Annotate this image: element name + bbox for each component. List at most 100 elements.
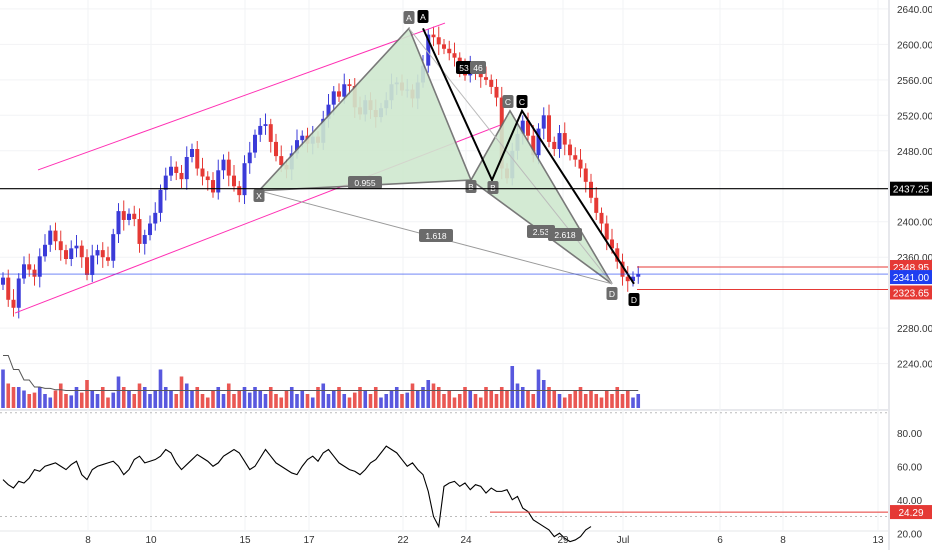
time-tick-label: Jul: [617, 535, 630, 546]
channel-upper-line: [37, 22, 446, 171]
time-axis[interactable]: 8 10 15 17 22 24 29 Jul 6 8 13: [85, 535, 884, 546]
volume-bar: [568, 394, 572, 408]
candle-body: [137, 219, 142, 244]
volume-bar: [347, 397, 352, 408]
volume-bar: [184, 383, 189, 408]
candle-body: [625, 276, 630, 282]
candle-body: [100, 250, 105, 258]
price-label-current-bg: [890, 270, 932, 285]
volume-bar: [53, 390, 58, 408]
price-axis[interactable]: 2640.00 2600.00 2560.00 2520.00 2480.00 2400.…: [888, 0, 932, 550]
candle-body: [484, 77, 488, 80]
pattern-label-b2: B: [490, 183, 496, 193]
volume-bar: [95, 394, 100, 408]
volume-bar: [610, 394, 614, 408]
candle-body: [95, 250, 100, 256]
volume-bar: [505, 390, 509, 408]
volume-bar: [552, 390, 557, 408]
volume-bar: [604, 390, 609, 408]
volume-bar: [85, 380, 89, 408]
candle-body: [148, 223, 152, 236]
volume-bar: [137, 383, 142, 408]
volume-bar: [111, 392, 116, 408]
candle-body: [610, 239, 614, 249]
price-tick-label: 2640.00: [897, 5, 932, 16]
volume-ma-line: [3, 355, 639, 391]
candle-body: [583, 168, 588, 182]
volume-bar: [342, 394, 347, 408]
pattern-label-c: C: [505, 97, 511, 107]
price-tick-label: 2600.00: [897, 40, 932, 51]
volume-bar: [121, 387, 126, 408]
volume-bar: [368, 394, 373, 408]
projection-label-c-bg: [516, 95, 528, 108]
candle-body: [300, 135, 305, 141]
volume-bar: [436, 387, 441, 408]
candle-body: [636, 274, 641, 277]
volume-bar: [426, 380, 431, 408]
volume-bar: [195, 387, 200, 408]
rsi-tick-label: 80.00: [897, 429, 922, 440]
volume-bar: [452, 397, 457, 408]
volume-bar: [205, 397, 210, 408]
projection-label-a-bg: [417, 10, 429, 23]
candle-body: [200, 168, 205, 177]
volume-bar: [557, 394, 562, 408]
volume-bar: [295, 394, 299, 408]
rsi-value-label: 24.29: [898, 508, 923, 519]
candle-body: [631, 276, 635, 282]
candle-body: [237, 186, 242, 196]
volume-bar: [16, 387, 21, 408]
volume-bar: [578, 387, 583, 408]
time-tick-label: 13: [872, 535, 884, 546]
volume-bar: [211, 390, 215, 408]
volume-bar: [463, 387, 467, 408]
candle-body: [541, 115, 546, 129]
candle-body: [347, 84, 352, 87]
candle-body: [452, 53, 457, 58]
candle-body: [274, 141, 278, 157]
candle-body: [526, 120, 530, 136]
volume-bar: [326, 394, 331, 408]
time-tick-label: 22: [397, 535, 409, 546]
volume-bar: [384, 394, 389, 408]
candle-body: [431, 34, 436, 38]
volume-bar: [394, 387, 399, 408]
pattern-label-b: B: [468, 182, 474, 192]
volume-bar: [190, 390, 194, 408]
volume-bar: [573, 390, 578, 408]
volume-bar: [468, 390, 473, 408]
volume-bar: [562, 397, 567, 408]
volume-bar: [494, 394, 499, 408]
volume-bar: [158, 369, 163, 408]
box-label-53: 53: [459, 63, 469, 73]
candle-body: [247, 152, 252, 164]
candle-body: [163, 175, 168, 190]
candle-body: [242, 163, 247, 196]
time-tick-label: 29: [557, 535, 569, 546]
volume-bar: [127, 390, 131, 408]
candle-body: [589, 181, 593, 198]
candle-body: [557, 133, 562, 150]
volume-bar: [253, 387, 257, 408]
candle-body: [426, 34, 431, 66]
candle-body: [295, 140, 299, 154]
candle-body: [153, 212, 158, 224]
ratio-label-0955-bg: [348, 176, 382, 189]
candle-body: [578, 159, 583, 169]
volume-bar: [363, 390, 368, 408]
candle-body: [53, 230, 58, 242]
volume-bar: [242, 387, 247, 408]
price-tick-label: 2400.00: [897, 218, 932, 229]
candle-body: [195, 149, 200, 169]
pattern-label-d-bg: [606, 287, 618, 300]
candle-body: [442, 44, 446, 49]
candle-body: [536, 128, 541, 156]
candle-body: [116, 211, 121, 235]
volume-bar: [379, 397, 383, 408]
candle-body: [32, 269, 37, 277]
volume-bar: [263, 394, 268, 408]
ratio-label-1618-bg: [419, 229, 453, 242]
volume-bar: [625, 390, 630, 408]
